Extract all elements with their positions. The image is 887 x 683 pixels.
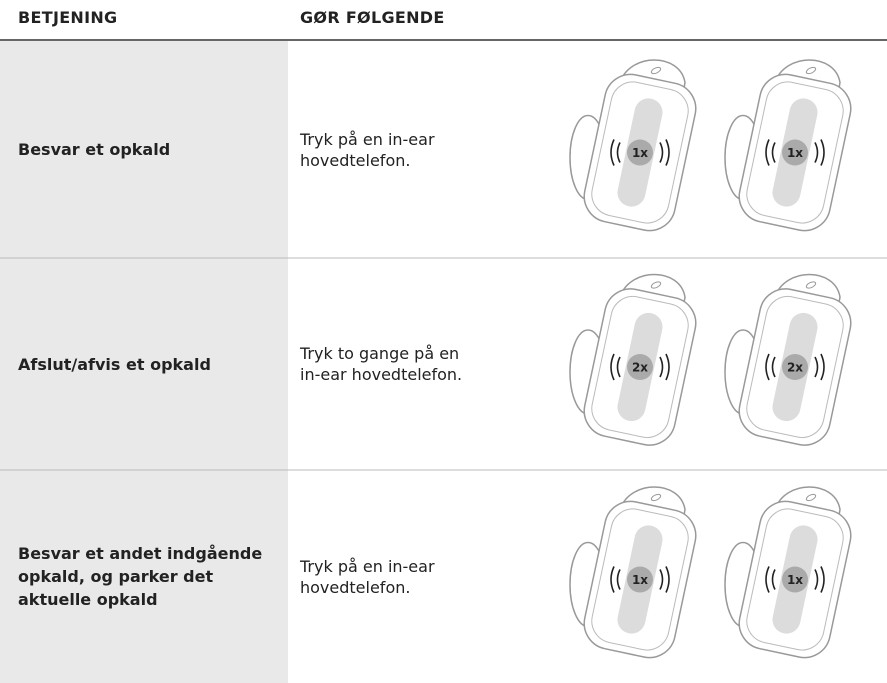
text-line: Tryk på en in-ear	[300, 556, 435, 576]
body-inner	[746, 508, 844, 651]
wing-dot	[805, 281, 817, 289]
body-inner	[591, 508, 689, 651]
instruction-cell: Tryk to gange på en in-ear hovedtelefon.	[300, 258, 540, 470]
text-line: Tryk på en in-ear	[300, 129, 435, 149]
tap-dot	[782, 566, 808, 593]
body-inner	[746, 295, 844, 439]
text-line: Afslut/afvis et opkald	[18, 354, 211, 374]
earbud-icon: 1x	[724, 486, 852, 659]
text-line: Besvar et andet indgående	[18, 544, 263, 563]
wave-right	[659, 139, 670, 166]
earbud-icon: 2x	[569, 273, 697, 446]
text-line: hovedtelefon.	[300, 150, 411, 170]
first-column-bg	[0, 41, 288, 683]
text-line: opkald, og parker det	[18, 567, 214, 586]
column-header: BETJENING	[18, 8, 118, 27]
wave-left	[610, 566, 621, 593]
instruction-cell: Tryk på en in-ear hovedtelefon.	[300, 41, 540, 258]
text-line: Besvar et opkald	[18, 140, 171, 159]
action-cell: Afslut/afvis et opkald	[18, 258, 283, 470]
wave-left	[610, 353, 621, 381]
tap-dot	[627, 354, 653, 380]
wave-right	[659, 353, 670, 381]
wave-left	[765, 566, 776, 593]
tap-dot	[627, 566, 653, 593]
wave-right	[659, 566, 670, 593]
body-inner	[591, 81, 689, 224]
instruction-cell: Tryk på en in-ear hovedtelefon.	[300, 470, 540, 683]
earbud-icon: 1x	[569, 486, 697, 659]
tap-label: 2x	[632, 361, 648, 375]
wing-dot	[650, 493, 662, 502]
tap-dot	[627, 139, 653, 166]
wing-dot	[650, 66, 662, 75]
tap-label: 1x	[787, 146, 803, 160]
wave-left	[765, 353, 776, 381]
tap-dot	[782, 354, 808, 380]
wing-dot	[650, 281, 662, 289]
action-cell: Besvar et opkald	[18, 41, 283, 258]
text-line: hovedtelefon.	[300, 577, 411, 597]
tap-dot	[782, 139, 808, 166]
wave-right	[814, 353, 825, 381]
wave-left	[765, 139, 776, 166]
tap-label: 1x	[632, 573, 648, 587]
earbud-icon: 1x	[724, 59, 852, 232]
action-cell: Besvar et andet indgående opkald, og park…	[18, 470, 283, 683]
tap-label: 1x	[632, 146, 648, 160]
tap-label: 2x	[787, 361, 803, 375]
body-inner	[591, 295, 689, 439]
text-line: Tryk to gange på en	[300, 344, 460, 363]
wing-dot	[805, 493, 817, 502]
body-inner	[746, 81, 844, 224]
wave-left	[610, 139, 621, 166]
tap-label: 1x	[787, 573, 803, 587]
text-line: in-ear hovedtelefon.	[300, 365, 463, 384]
column-header: GØR FØLGENDE	[300, 8, 445, 27]
wing-dot	[805, 66, 817, 75]
wave-right	[814, 139, 825, 166]
wave-right	[814, 566, 825, 593]
earbud-icon: 2x	[724, 273, 852, 446]
text-line: aktuelle opkald	[18, 590, 158, 609]
earbud-icon: 1x	[569, 59, 697, 232]
